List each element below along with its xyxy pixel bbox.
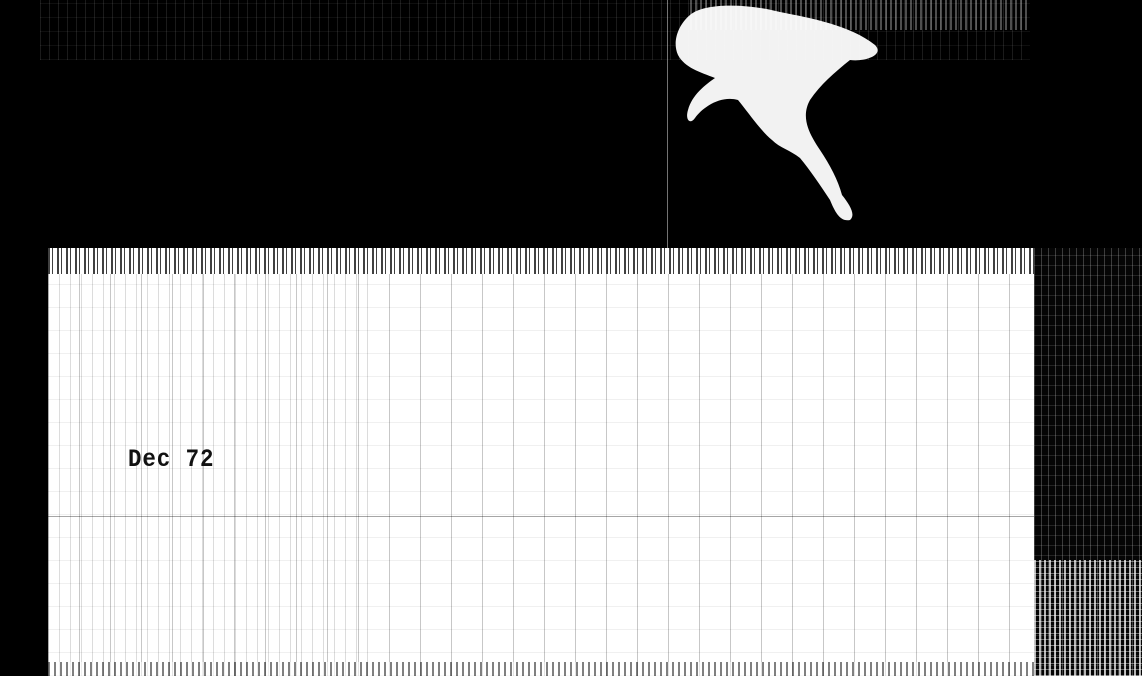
paper-top-edge [48, 248, 1034, 274]
paper-bottom-edge [48, 662, 1034, 676]
scan-vertical-line [667, 0, 668, 250]
paper-sheet [48, 248, 1034, 676]
date-label: Dec 72 [128, 445, 215, 474]
paper-fold-line [48, 516, 1034, 517]
paper-scan-lines-left [48, 274, 378, 676]
scan-right-edge-bottom [1034, 560, 1142, 676]
white-blot-artifact [675, 5, 878, 221]
paper-scan-lines [48, 274, 1034, 676]
